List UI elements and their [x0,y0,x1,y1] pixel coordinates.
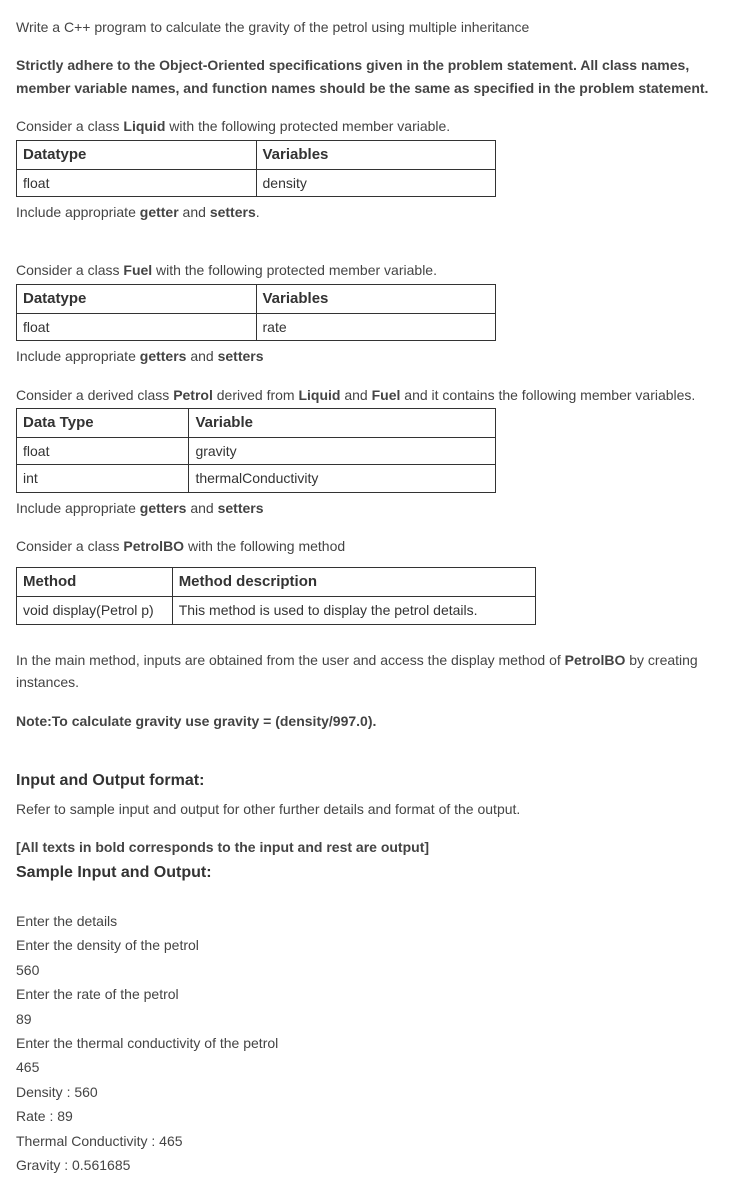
problem-title: Write a C++ program to calculate the gra… [16,16,715,38]
table-row: float gravity [17,437,496,464]
liquid-table: Datatype Variables float density [16,140,496,197]
sample-line: Enter the rate of the petrol [16,983,715,1005]
petrolbo-intro: Consider a class PetrolBO with the follo… [16,535,715,557]
header-variable: Variable [189,408,496,437]
sample-line: 89 [16,1008,715,1030]
table-row: float rate [17,313,496,340]
sample-line: 465 [16,1056,715,1078]
io-format-heading: Input and Output format: [16,768,715,794]
main-method-note: In the main method, inputs are obtained … [16,649,715,694]
header-variables: Variables [256,284,496,313]
bold-text: getters [140,348,187,364]
text: derived from [213,387,299,403]
bold-text: setters [218,348,264,364]
text: Include appropriate [16,348,140,364]
header-description: Method description [172,568,535,597]
text: . [256,204,260,220]
sample-line: 560 [16,959,715,981]
table-row: float density [17,169,496,196]
table-header-row: Method Method description [17,568,536,597]
cell: float [17,313,257,340]
bold-text: setters [218,500,264,516]
petrol-table: Data Type Variable float gravity int the… [16,408,496,493]
table-header-row: Datatype Variables [17,284,496,313]
header-datatype: Datatype [17,140,257,169]
liquid-after: Include appropriate getter and setters. [16,201,715,223]
class-name: Petrol [173,387,213,403]
fuel-intro: Consider a class Fuel with the following… [16,259,715,281]
class-name: Fuel [123,262,152,278]
text: Consider a class [16,262,123,278]
bold-text: getters [140,500,187,516]
cell: rate [256,313,496,340]
header-method: Method [17,568,173,597]
cell: float [17,437,189,464]
text: with the following protected member vari… [165,118,450,134]
io-format-text: Refer to sample input and output for oth… [16,798,715,820]
table-row: int thermalConductivity [17,465,496,492]
text: with the following protected member vari… [152,262,437,278]
header-datatype: Data Type [17,408,189,437]
text: Consider a derived class [16,387,173,403]
sample-line: Thermal Conductivity : 465 [16,1130,715,1152]
sample-line: Density : 560 [16,1081,715,1103]
class-name: PetrolBO [565,652,626,668]
class-name: Liquid [298,387,340,403]
sample-line: Enter the thermal conductivity of the pe… [16,1032,715,1054]
text: with the following method [184,538,345,554]
cell: float [17,169,257,196]
sample-heading: Sample Input and Output: [16,860,715,886]
cell: This method is used to display the petro… [172,597,535,624]
sample-line: Enter the density of the petrol [16,934,715,956]
sample-lines: Enter the details Enter the density of t… [16,910,715,1176]
text: and [179,204,210,220]
table-header-row: Data Type Variable [17,408,496,437]
cell: int [17,465,189,492]
text: Include appropriate [16,500,140,516]
petrol-after: Include appropriate getters and setters [16,497,715,519]
petrolbo-table: Method Method description void display(P… [16,567,536,624]
header-variables: Variables [256,140,496,169]
cell: density [256,169,496,196]
text: Include appropriate [16,204,140,220]
liquid-intro: Consider a class Liquid with the followi… [16,115,715,137]
table-header-row: Datatype Variables [17,140,496,169]
text: and [340,387,371,403]
text: Consider a class [16,538,123,554]
bold-text: getter [140,204,179,220]
text: and it contains the following member var… [400,387,695,403]
class-name: Fuel [372,387,401,403]
header-datatype: Datatype [17,284,257,313]
sample-line: Rate : 89 [16,1105,715,1127]
text: and [186,348,217,364]
sample-line: Gravity : 0.561685 [16,1154,715,1176]
sample-line: Enter the details [16,910,715,932]
table-row: void display(Petrol p) This method is us… [17,597,536,624]
gravity-formula-note: Note:To calculate gravity use gravity = … [16,710,715,732]
bold-text: setters [210,204,256,220]
class-name: PetrolBO [123,538,184,554]
text: and [186,500,217,516]
cell: thermalConductivity [189,465,496,492]
text: In the main method, inputs are obtained … [16,652,565,668]
bold-input-note: [All texts in bold corresponds to the in… [16,836,715,858]
cell: void display(Petrol p) [17,597,173,624]
petrol-intro: Consider a derived class Petrol derived … [16,384,715,406]
fuel-table: Datatype Variables float rate [16,284,496,341]
text: Consider a class [16,118,123,134]
strict-note: Strictly adhere to the Object-Oriented s… [16,54,715,99]
cell: gravity [189,437,496,464]
class-name: Liquid [123,118,165,134]
fuel-after: Include appropriate getters and setters [16,345,715,367]
